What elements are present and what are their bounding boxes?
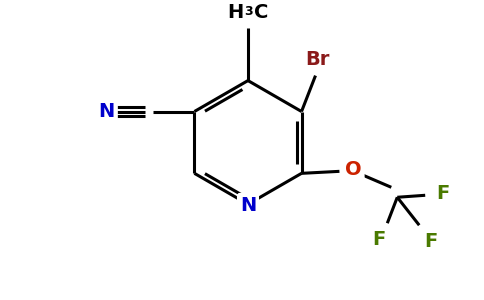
Text: C: C: [254, 3, 268, 22]
Text: Br: Br: [305, 50, 330, 69]
Text: F: F: [373, 230, 386, 249]
Text: N: N: [99, 102, 115, 121]
Text: 3: 3: [244, 5, 253, 18]
Text: N: N: [240, 196, 256, 215]
Text: F: F: [437, 184, 450, 203]
Text: O: O: [345, 160, 362, 179]
Text: H: H: [228, 3, 244, 22]
Text: F: F: [424, 232, 438, 251]
